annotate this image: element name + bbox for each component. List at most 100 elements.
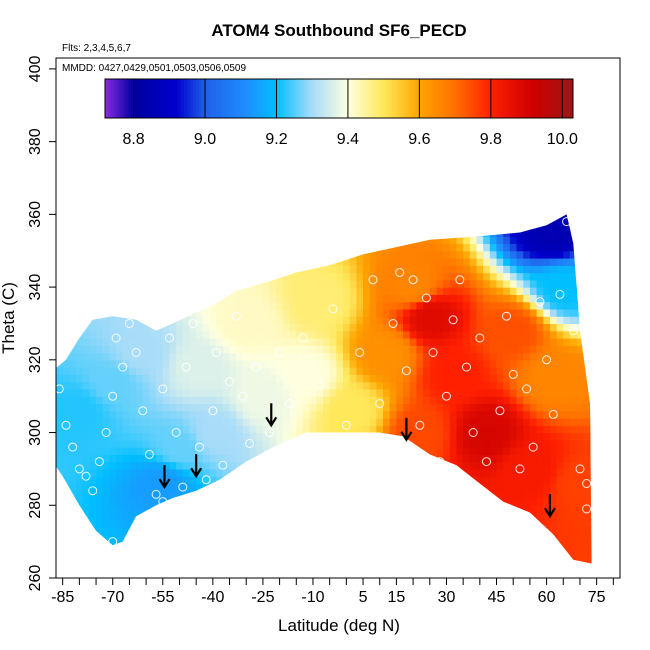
heatmap-cell (576, 316, 584, 325)
heatmap-cell (69, 410, 77, 419)
heatmap-cell (569, 287, 578, 295)
observation-point (522, 384, 532, 394)
heatmap-cell (309, 214, 317, 215)
heatmap-cell (503, 214, 511, 223)
heatmap-cell (476, 228, 484, 237)
heatmap-cell (383, 519, 391, 528)
heatmap-cell (249, 498, 257, 506)
heatmap-cell (329, 294, 337, 303)
heatmap-cell (76, 214, 84, 223)
heatmap-cell (443, 258, 451, 266)
heatmap-cell (262, 461, 271, 470)
heatmap-cell (396, 512, 404, 521)
heatmap-cell (329, 447, 337, 455)
colorbar-swatch (122, 79, 126, 118)
heatmap-cell (329, 548, 337, 557)
heatmap-cell (276, 454, 284, 463)
heatmap-cell (563, 519, 571, 528)
heatmap-cell (189, 214, 197, 215)
heatmap-cell (529, 396, 538, 405)
colorbar-swatch (453, 79, 457, 118)
heatmap-cell (229, 388, 237, 397)
heatmap-cell (449, 519, 458, 528)
colorbar-tick-label: 9.0 (194, 131, 216, 148)
heatmap-cell (282, 461, 291, 470)
heatmap-cell (536, 265, 544, 274)
heatmap-cell (403, 250, 411, 259)
heatmap-cell (56, 483, 64, 492)
colorbar-swatch (128, 79, 132, 118)
heatmap-cell (569, 308, 578, 317)
heatmap-cell (122, 279, 131, 288)
heatmap-cell (169, 432, 177, 441)
heatmap-cell (336, 236, 344, 245)
heatmap-cell (176, 534, 184, 543)
heatmap-cell (209, 221, 217, 230)
heatmap-cell (236, 258, 244, 266)
heatmap-cell (109, 556, 117, 564)
heatmap-cell (356, 505, 364, 514)
heatmap-cell (343, 534, 351, 543)
heatmap-cell (456, 381, 464, 390)
heatmap-cell (282, 476, 291, 485)
heatmap-cell (282, 519, 291, 528)
heatmap-cell (436, 265, 444, 274)
heatmap-cell (222, 476, 231, 485)
heatmap-cell (296, 527, 304, 535)
heatmap-cell (556, 403, 564, 412)
heatmap-cell (476, 403, 484, 412)
heatmap-cell (129, 374, 137, 383)
heatmap-cell (196, 272, 204, 281)
heatmap-cell (409, 272, 418, 281)
heatmap-cell (322, 476, 331, 485)
heatmap-cell (162, 359, 171, 368)
heatmap-cell (276, 476, 284, 485)
heatmap-cell (516, 454, 524, 463)
heatmap-cell (489, 243, 498, 252)
heatmap-cell (316, 301, 324, 310)
heatmap-cell (202, 352, 211, 361)
heatmap-cell (583, 323, 591, 332)
heatmap-cell (529, 490, 538, 499)
heatmap-cell (56, 367, 64, 375)
heatmap-cell (96, 338, 104, 346)
heatmap-cell (262, 316, 271, 325)
heatmap-cell (403, 330, 411, 339)
heatmap-cell (122, 468, 131, 477)
heatmap-cell (476, 214, 484, 215)
heatmap-cell (356, 439, 364, 448)
heatmap-cell (156, 279, 164, 288)
heatmap-cell (336, 352, 344, 361)
heatmap-cell (169, 338, 177, 346)
heatmap-cell (383, 461, 391, 470)
heatmap-cell (96, 228, 104, 237)
heatmap-cell (349, 425, 357, 434)
heatmap-cell (296, 236, 304, 245)
heatmap-cell (282, 541, 291, 550)
heatmap-cell (262, 468, 271, 477)
heatmap-cell (496, 250, 504, 259)
heatmap-cell (222, 258, 231, 266)
heatmap-cell (456, 476, 464, 485)
observation-point (421, 293, 431, 303)
heatmap-cell (543, 541, 551, 550)
heatmap-cell (389, 301, 397, 310)
heatmap-cell (583, 316, 591, 325)
heatmap-cell (102, 265, 110, 274)
heatmap-cell (249, 548, 257, 557)
heatmap-cell (563, 432, 571, 441)
colorbar-swatch (432, 79, 437, 118)
heatmap-cell (116, 410, 124, 419)
observation-point (582, 479, 592, 488)
heatmap-cell (309, 316, 317, 325)
heatmap-cell (116, 214, 124, 223)
heatmap-cell (389, 410, 397, 419)
heatmap-cell (529, 418, 538, 426)
heatmap-cell (222, 519, 231, 528)
heatmap-cell (529, 352, 538, 361)
heatmap-cell (289, 541, 297, 550)
heatmap-cell (403, 403, 411, 412)
heatmap-cell (496, 228, 504, 237)
heatmap-cell (483, 439, 491, 448)
heatmap-cell (69, 403, 77, 412)
